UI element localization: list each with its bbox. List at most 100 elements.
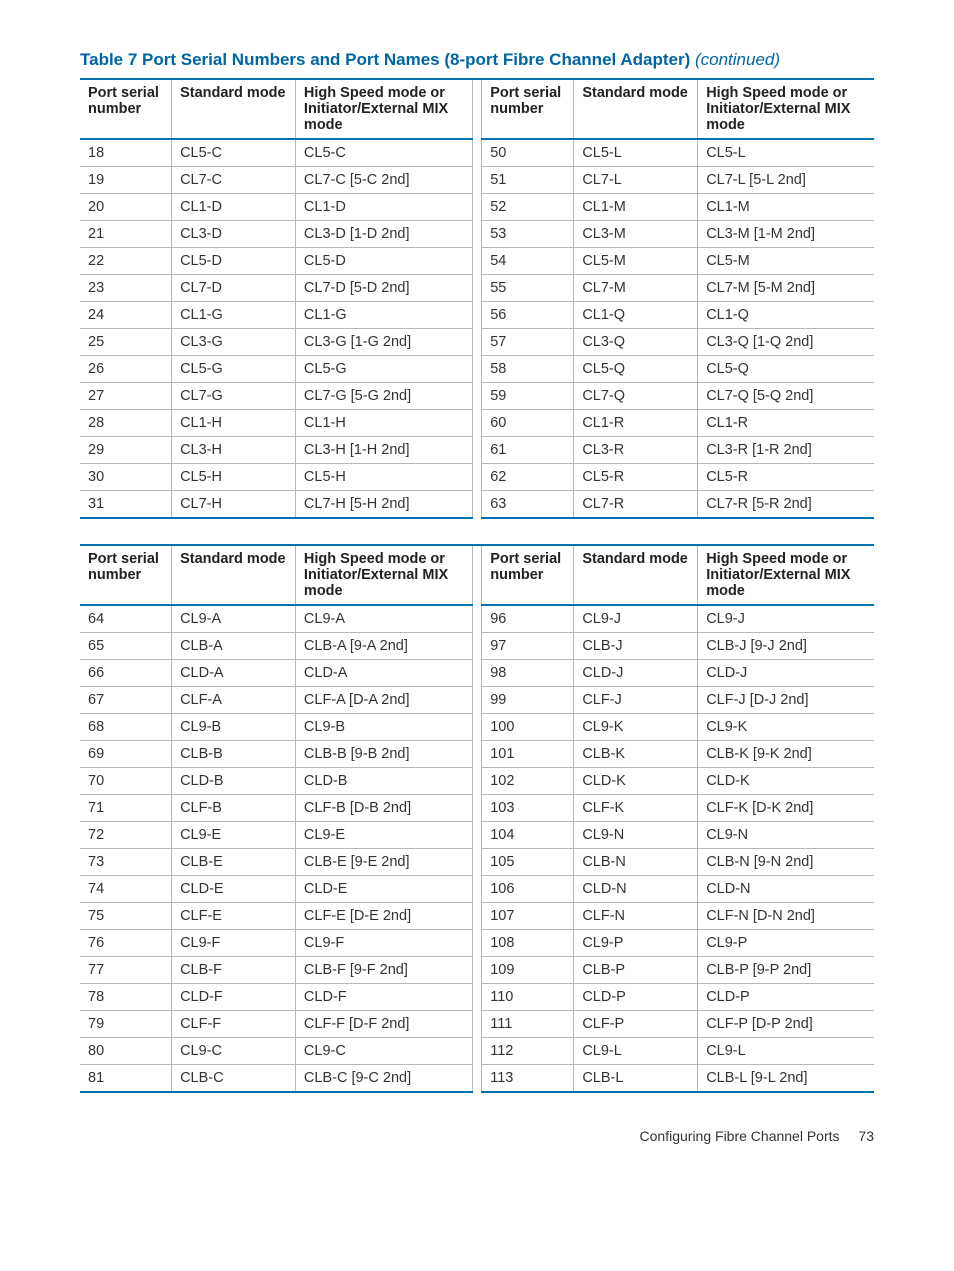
data-cell: CLD-B bbox=[295, 768, 472, 795]
data-cell: 18 bbox=[80, 139, 172, 167]
data-cell: 100 bbox=[482, 714, 574, 741]
data-cell: 69 bbox=[80, 741, 172, 768]
data-cell: CL3-H bbox=[172, 437, 296, 464]
table-row: 76CL9-FCL9-F108CL9-PCL9-P bbox=[80, 930, 874, 957]
data-cell: 54 bbox=[482, 248, 574, 275]
data-cell: 22 bbox=[80, 248, 172, 275]
data-cell: 62 bbox=[482, 464, 574, 491]
gap-cell bbox=[472, 903, 482, 930]
data-cell: CLD-E bbox=[295, 876, 472, 903]
data-cell: CL5-L bbox=[574, 139, 698, 167]
data-cell: CL7-C bbox=[172, 167, 296, 194]
data-cell: CL5-Q bbox=[574, 356, 698, 383]
data-cell: 21 bbox=[80, 221, 172, 248]
data-cell: 112 bbox=[482, 1038, 574, 1065]
data-cell: CLD-J bbox=[574, 660, 698, 687]
data-cell: CL9-F bbox=[295, 930, 472, 957]
data-cell: CL7-Q [5-Q 2nd] bbox=[698, 383, 874, 410]
data-cell: CLD-A bbox=[295, 660, 472, 687]
data-cell: 73 bbox=[80, 849, 172, 876]
data-cell: CL9-L bbox=[698, 1038, 874, 1065]
data-cell: CL5-H bbox=[295, 464, 472, 491]
data-cell: CLD-F bbox=[172, 984, 296, 1011]
table-row: 68CL9-BCL9-B100CL9-KCL9-K bbox=[80, 714, 874, 741]
gap-cell bbox=[472, 194, 482, 221]
title-continued: (continued) bbox=[695, 50, 780, 69]
data-cell: CL9-C bbox=[172, 1038, 296, 1065]
data-cell: 72 bbox=[80, 822, 172, 849]
data-cell: CL3-M [1-M 2nd] bbox=[698, 221, 874, 248]
data-cell: CL7-H bbox=[172, 491, 296, 519]
data-cell: 109 bbox=[482, 957, 574, 984]
data-cell: CL1-R bbox=[574, 410, 698, 437]
gap-cell bbox=[472, 491, 482, 519]
data-cell: 19 bbox=[80, 167, 172, 194]
table-row: 19CL7-CCL7-C [5-C 2nd]51CL7-LCL7-L [5-L … bbox=[80, 167, 874, 194]
data-cell: CLF-N bbox=[574, 903, 698, 930]
data-cell: CLF-K [D-K 2nd] bbox=[698, 795, 874, 822]
table-row: 28CL1-HCL1-H60CL1-RCL1-R bbox=[80, 410, 874, 437]
data-cell: CL7-G bbox=[172, 383, 296, 410]
data-cell: CL1-D bbox=[172, 194, 296, 221]
gap-cell bbox=[472, 714, 482, 741]
data-cell: CL3-G [1-G 2nd] bbox=[295, 329, 472, 356]
data-cell: CL7-L [5-L 2nd] bbox=[698, 167, 874, 194]
table-row: 73CLB-ECLB-E [9-E 2nd]105CLB-NCLB-N [9-N… bbox=[80, 849, 874, 876]
data-cell: CLF-E bbox=[172, 903, 296, 930]
data-cell: CLB-E [9-E 2nd] bbox=[295, 849, 472, 876]
column-header: Standard mode bbox=[172, 79, 296, 139]
data-cell: 96 bbox=[482, 605, 574, 633]
data-cell: CL7-M [5-M 2nd] bbox=[698, 275, 874, 302]
table-row: 26CL5-GCL5-G58CL5-QCL5-Q bbox=[80, 356, 874, 383]
data-cell: CL1-M bbox=[574, 194, 698, 221]
data-cell: CL5-M bbox=[574, 248, 698, 275]
gap-cell bbox=[472, 930, 482, 957]
data-cell: 74 bbox=[80, 876, 172, 903]
data-cell: CL7-D bbox=[172, 275, 296, 302]
table-row: 31CL7-HCL7-H [5-H 2nd]63CL7-RCL7-R [5-R … bbox=[80, 491, 874, 519]
data-cell: CLD-A bbox=[172, 660, 296, 687]
data-cell: CL9-E bbox=[295, 822, 472, 849]
table-row: 25CL3-GCL3-G [1-G 2nd]57CL3-QCL3-Q [1-Q … bbox=[80, 329, 874, 356]
data-cell: CLB-C bbox=[172, 1065, 296, 1093]
table-row: 78CLD-FCLD-F110CLD-PCLD-P bbox=[80, 984, 874, 1011]
data-cell: 31 bbox=[80, 491, 172, 519]
data-cell: 81 bbox=[80, 1065, 172, 1093]
data-cell: CL3-R [1-R 2nd] bbox=[698, 437, 874, 464]
data-cell: CLF-F [D-F 2nd] bbox=[295, 1011, 472, 1038]
data-cell: 110 bbox=[482, 984, 574, 1011]
data-cell: 78 bbox=[80, 984, 172, 1011]
data-cell: CL5-M bbox=[698, 248, 874, 275]
data-cell: CL7-R bbox=[574, 491, 698, 519]
data-cell: 75 bbox=[80, 903, 172, 930]
column-header: Port serial number bbox=[80, 79, 172, 139]
column-header: High Speed mode or Initiator/External MI… bbox=[698, 79, 874, 139]
gap-cell bbox=[472, 1011, 482, 1038]
data-cell: CL3-G bbox=[172, 329, 296, 356]
data-cell: CL1-H bbox=[172, 410, 296, 437]
data-cell: 104 bbox=[482, 822, 574, 849]
port-table-2: Port serial numberStandard modeHigh Spee… bbox=[80, 544, 874, 1093]
column-header: High Speed mode or Initiator/External MI… bbox=[698, 545, 874, 605]
data-cell: 20 bbox=[80, 194, 172, 221]
data-cell: CLB-F [9-F 2nd] bbox=[295, 957, 472, 984]
data-cell: 108 bbox=[482, 930, 574, 957]
gap-cell bbox=[472, 741, 482, 768]
data-cell: CL3-D [1-D 2nd] bbox=[295, 221, 472, 248]
data-cell: CL5-L bbox=[698, 139, 874, 167]
data-cell: 105 bbox=[482, 849, 574, 876]
gap-cell bbox=[472, 167, 482, 194]
data-cell: CL7-C [5-C 2nd] bbox=[295, 167, 472, 194]
data-cell: CLB-E bbox=[172, 849, 296, 876]
data-cell: CL7-L bbox=[574, 167, 698, 194]
data-cell: CL3-R bbox=[574, 437, 698, 464]
table-row: 66CLD-ACLD-A98CLD-JCLD-J bbox=[80, 660, 874, 687]
table-row: 71CLF-BCLF-B [D-B 2nd]103CLF-KCLF-K [D-K… bbox=[80, 795, 874, 822]
data-cell: 25 bbox=[80, 329, 172, 356]
data-cell: 111 bbox=[482, 1011, 574, 1038]
data-cell: 55 bbox=[482, 275, 574, 302]
data-cell: CLB-L [9-L 2nd] bbox=[698, 1065, 874, 1093]
data-cell: 67 bbox=[80, 687, 172, 714]
gap-cell bbox=[472, 221, 482, 248]
gap-cell bbox=[472, 660, 482, 687]
